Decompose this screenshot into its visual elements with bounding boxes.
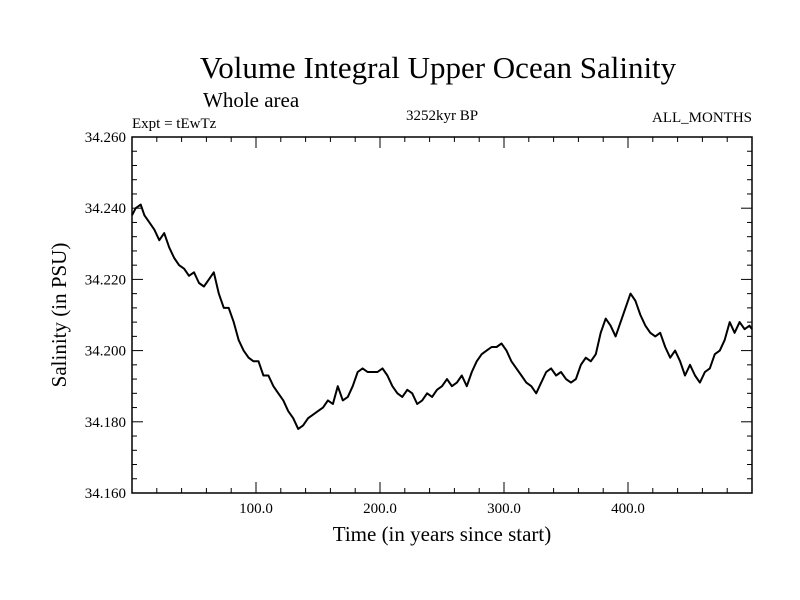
axis-ticks [132, 137, 752, 493]
y-tick-label: 34.260 [85, 130, 126, 146]
y-tick-label: 34.240 [85, 201, 126, 217]
period-label: 3252kyr BP [406, 108, 478, 124]
x-tick-label: 100.0 [239, 501, 273, 517]
months-label: ALL_MONTHS [652, 110, 752, 126]
chart-title: Volume Integral Upper Ocean Salinity [200, 50, 677, 85]
y-tick-label: 34.180 [85, 415, 126, 431]
x-axis-label: Time (in years since start) [333, 522, 552, 546]
chart-subtitle: Whole area [203, 88, 300, 112]
y-axis-label: Salinity (in PSU) [47, 243, 71, 388]
expt-label: Expt = tEwTz [132, 116, 217, 132]
y-tick-label: 34.220 [85, 272, 126, 288]
x-tick-label: 400.0 [611, 501, 645, 517]
plot-frame [131, 136, 753, 494]
x-tick-label: 300.0 [487, 501, 521, 517]
tick-labels: 100.0 200.0 300.0 400.0 34.160 34.180 34.200 34… [85, 130, 645, 517]
x-tick-label: 200.0 [363, 501, 397, 517]
salinity-series-line [131, 203, 753, 430]
y-tick-label: 34.200 [85, 344, 126, 360]
y-tick-label: 34.160 [85, 486, 126, 502]
